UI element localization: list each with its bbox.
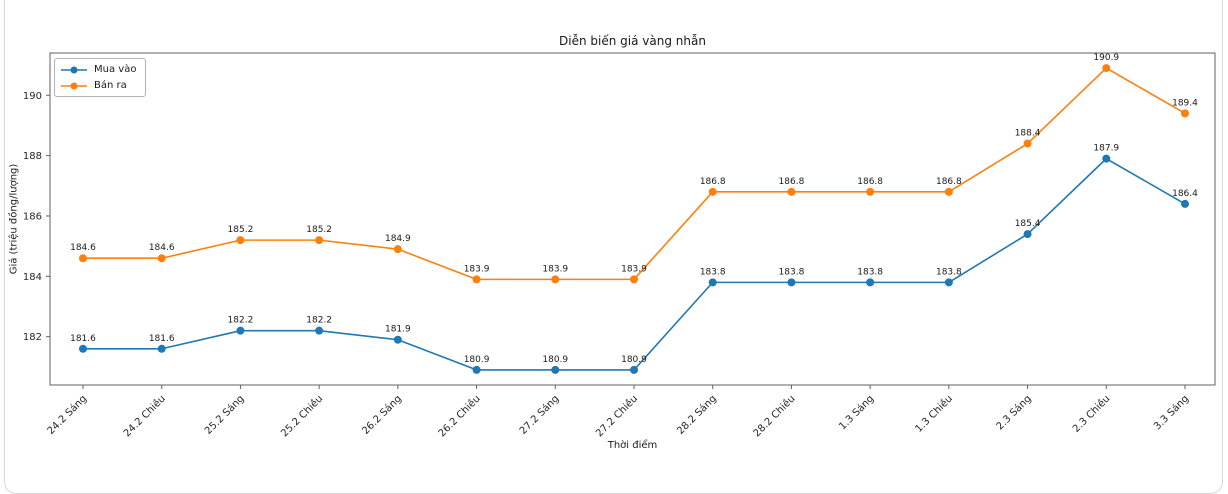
data-point-marker	[866, 187, 875, 196]
data-point-marker	[551, 365, 560, 374]
x-tick-label: 24.2 Sáng	[45, 393, 89, 437]
x-tick-label: 28.2 Sáng	[675, 393, 719, 437]
point-label: 181.6	[70, 334, 96, 344]
data-point-marker	[1181, 199, 1189, 208]
data-point-marker	[79, 344, 87, 353]
point-label: 186.8	[857, 177, 883, 187]
x-tick-label: 27.2 Chiều	[593, 393, 640, 440]
line-circle-marker-icon	[61, 82, 87, 89]
x-tick-label: 1.3 Chiều	[913, 393, 955, 435]
data-point-marker	[708, 187, 717, 196]
point-label: 180.9	[542, 355, 568, 365]
data-point-marker	[315, 326, 324, 335]
point-label: 182.2	[306, 316, 332, 326]
point-label: 180.9	[464, 355, 490, 365]
data-point-marker	[551, 275, 560, 284]
legend-item: Bán ra	[61, 79, 136, 92]
x-tick-label: 1.3 Sáng	[836, 393, 876, 433]
point-label: 187.9	[1093, 144, 1119, 154]
legend-label: Mua vào	[94, 64, 137, 75]
point-label: 181.6	[149, 334, 175, 344]
x-tick-label: 26.2 Chiều	[436, 393, 483, 440]
data-point-marker	[1023, 139, 1032, 148]
point-label: 183.9	[621, 264, 647, 274]
data-point-marker	[787, 278, 796, 287]
point-label: 183.8	[857, 267, 883, 277]
point-label: 184.6	[149, 243, 175, 253]
legend: Mua vào Bán ra	[54, 58, 147, 97]
y-tick-label: 188	[23, 151, 42, 162]
point-label: 181.9	[385, 325, 411, 335]
x-axis-label: Thời điểm	[607, 440, 658, 451]
x-tick-label: 26.2 Sáng	[360, 393, 404, 437]
data-point-marker	[944, 278, 953, 287]
point-label: 184.6	[70, 243, 96, 253]
data-point-marker	[79, 254, 87, 263]
point-label: 189.4	[1172, 98, 1198, 108]
y-tick-label: 184	[23, 272, 42, 283]
point-label: 185.4	[1015, 219, 1041, 229]
data-point-marker	[630, 275, 638, 284]
point-label: 186.8	[779, 177, 805, 187]
legend-item: Mua vào	[61, 63, 136, 76]
x-tick-label: 27.2 Sáng	[517, 393, 561, 437]
data-point-marker	[236, 236, 245, 245]
data-point-marker	[236, 326, 245, 335]
x-tick-label: 2.3 Chiều	[1070, 393, 1112, 435]
point-label: 185.2	[228, 225, 254, 235]
data-point-marker	[315, 236, 324, 245]
legend-label: Bán ra	[94, 80, 127, 91]
point-label: 190.9	[1093, 53, 1119, 63]
point-label: 183.8	[936, 267, 962, 277]
point-label: 186.8	[700, 177, 726, 187]
point-label: 180.9	[621, 355, 647, 365]
x-tick-label: 24.2 Chiều	[121, 393, 168, 440]
data-point-marker	[393, 335, 402, 344]
point-label: 183.8	[700, 267, 726, 277]
point-label: 184.9	[385, 234, 411, 244]
data-point-marker	[708, 278, 717, 287]
point-label: 186.4	[1172, 189, 1198, 199]
x-tick-label: 25.2 Chiều	[279, 393, 326, 440]
data-point-marker	[630, 365, 638, 374]
data-point-marker	[393, 245, 402, 254]
point-label: 183.9	[464, 264, 490, 274]
line-chart-plot-area: 182 184 186 188 190 24.2 Sáng 24.2 Chiều 25.2 S…	[23, 52, 1216, 440]
y-tick-label: 186	[23, 211, 42, 222]
plot-frame	[49, 52, 1216, 386]
x-tick-label: 3.3 Sáng	[1151, 393, 1191, 433]
data-point-marker	[157, 254, 166, 263]
point-label: 183.8	[779, 267, 805, 277]
data-point-marker	[787, 187, 796, 196]
x-tick-label: 25.2 Sáng	[202, 393, 246, 437]
data-point-marker	[866, 278, 875, 287]
y-tick-label: 182	[23, 332, 42, 343]
data-point-marker	[472, 365, 481, 374]
x-tick-label: 28.2 Chiều	[751, 393, 798, 440]
x-tick-label: 2.3 Sáng	[994, 393, 1034, 433]
point-label: 182.2	[228, 316, 254, 326]
data-point-marker	[944, 187, 953, 196]
line-circle-marker-icon	[61, 66, 87, 73]
y-tick-label: 190	[23, 91, 42, 102]
point-label: 185.2	[306, 225, 332, 235]
data-point-marker	[1023, 230, 1032, 239]
point-label: 186.8	[936, 177, 962, 187]
chart-title: Diễn biến giá vàng nhẫn	[559, 34, 706, 48]
series-line	[83, 67, 1186, 281]
point-label: 183.9	[542, 264, 568, 274]
data-point-marker	[1102, 154, 1111, 163]
data-point-marker	[472, 275, 481, 284]
data-point-marker	[1181, 109, 1189, 118]
data-point-marker	[157, 344, 166, 353]
data-point-marker	[1102, 64, 1111, 73]
point-label: 188.4	[1015, 129, 1041, 139]
